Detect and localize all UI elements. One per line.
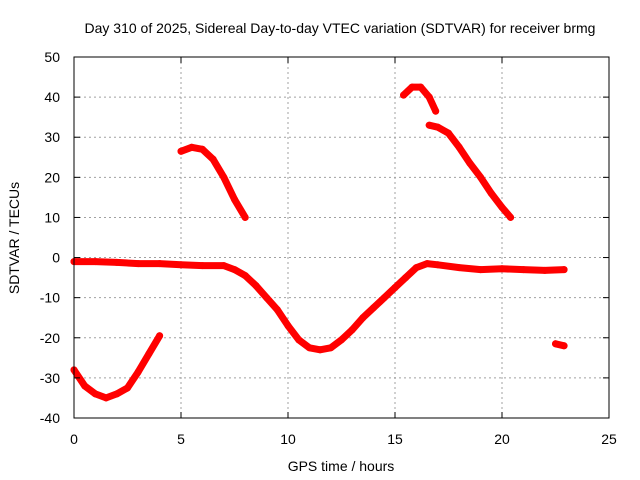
data-point (417, 83, 425, 91)
data-point (134, 260, 142, 268)
data-point (412, 264, 420, 272)
x-axis-title: GPS time / hours (288, 458, 395, 474)
data-point (445, 129, 452, 137)
data-point (156, 332, 164, 340)
x-tick-label: 20 (494, 431, 510, 447)
x-tick-label: 0 (70, 431, 78, 447)
data-point (455, 143, 463, 151)
data-point (477, 173, 485, 181)
data-point (477, 266, 485, 274)
x-tick-label: 5 (177, 431, 185, 447)
y-tick-label: 40 (44, 89, 60, 105)
data-point (156, 260, 164, 268)
data-point (408, 83, 416, 91)
data-point (198, 262, 206, 270)
data-point (81, 382, 89, 390)
data-point (305, 344, 313, 352)
data-point (284, 322, 292, 330)
y-tick-label: -20 (40, 330, 60, 346)
data-point (402, 274, 410, 282)
data-point (209, 155, 217, 163)
data-point (220, 173, 228, 181)
plot-frame (73, 56, 610, 419)
data-point (348, 326, 356, 334)
y-tick-label: -40 (40, 410, 60, 426)
x-axis-ticks: 0 5 10 15 20 25 (70, 57, 617, 447)
data-point (507, 213, 515, 221)
y-tick-label: 20 (44, 169, 60, 185)
series-arc-afternoon (425, 121, 515, 221)
data-point (552, 340, 559, 348)
x-tick-label: 10 (280, 431, 296, 447)
data-point (359, 314, 367, 322)
y-axis-ticks: -40 -30 -20 -10 0 10 20 30 40 50 (40, 49, 609, 426)
data-point (425, 121, 433, 129)
data-point (102, 394, 110, 402)
y-tick-label: 30 (44, 129, 60, 145)
data-point (391, 284, 399, 292)
data-point (560, 342, 568, 350)
data-point (91, 258, 99, 266)
data-point (560, 266, 568, 274)
data-point (466, 159, 474, 167)
data-point (91, 390, 99, 398)
data-point (498, 265, 506, 273)
data-point (338, 336, 345, 344)
data-point (432, 107, 440, 115)
data-point (380, 294, 388, 302)
y-tick-label: -30 (40, 370, 60, 386)
y-tick-label: 50 (44, 49, 60, 65)
series-arc-morning (177, 143, 249, 221)
data-point (134, 368, 142, 376)
chart-title: Day 310 of 2025, Sidereal Day-to-day VTE… (85, 20, 596, 36)
data-point (423, 260, 431, 268)
data-point (124, 384, 131, 392)
x-tick-label: 15 (387, 431, 403, 447)
data-point (519, 266, 527, 274)
y-tick-label: 0 (52, 250, 60, 266)
grid-lines (74, 57, 609, 418)
data-point (327, 344, 335, 352)
series-arc-afternoon-high (400, 83, 440, 115)
y-tick-label: -10 (40, 290, 60, 306)
data-point (220, 262, 228, 270)
data-point (455, 264, 463, 272)
data-point (177, 147, 185, 155)
data-point (198, 145, 206, 153)
data-point (273, 306, 281, 314)
data-point (241, 272, 249, 280)
data-point (425, 93, 433, 101)
y-axis-title: SDTVAR / TECUs (6, 182, 22, 294)
series-arc-early (70, 332, 164, 402)
data-point (434, 123, 442, 131)
data-point (295, 336, 303, 344)
data-point (498, 203, 506, 211)
data-point (400, 91, 408, 99)
data-point (487, 189, 495, 197)
data-point (252, 282, 260, 290)
data-point (231, 266, 238, 274)
series-trace (70, 258, 568, 354)
y-tick-label: 10 (44, 209, 60, 225)
data-point (188, 143, 196, 151)
data-point (241, 213, 249, 221)
data-point (370, 304, 378, 312)
data-point (541, 266, 549, 274)
series-trace (425, 121, 515, 221)
x-tick-label: 25 (601, 431, 617, 447)
data-point (177, 261, 185, 269)
series-main-band (70, 258, 568, 354)
data-point (113, 258, 121, 266)
series-arc-late (552, 340, 568, 350)
data-point (113, 390, 121, 398)
data-point (145, 350, 153, 358)
data-series (70, 83, 568, 402)
data-point (231, 195, 238, 203)
data-point (263, 294, 271, 302)
data-point (434, 261, 442, 269)
data-point (316, 346, 324, 354)
